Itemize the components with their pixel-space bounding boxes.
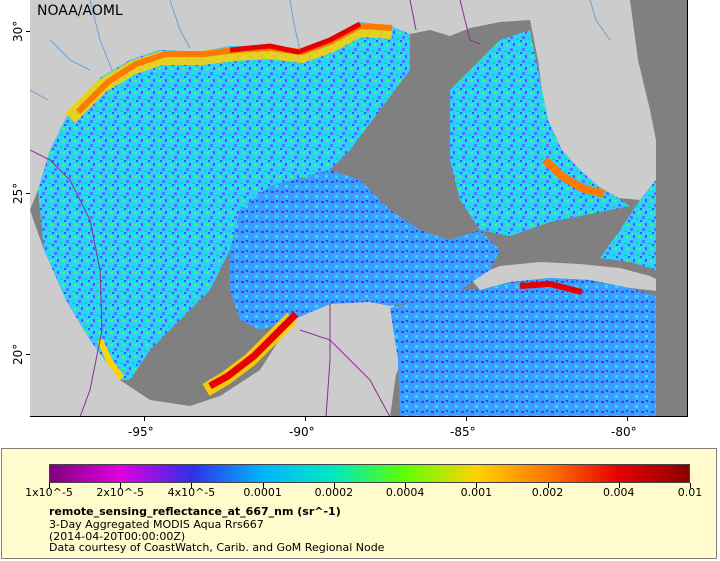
colorbar-tick-mark <box>333 483 335 488</box>
colorbar-tick-mark <box>262 483 264 488</box>
legend-panel: remote_sensing_reflectance_at_667_nm (sr… <box>1 448 717 559</box>
x-tick-label: -95° <box>128 425 154 439</box>
x-tick-label: -80° <box>611 425 637 439</box>
colorbar-tick-label: 1x10^-5 <box>25 486 73 499</box>
colorbar-tick-mark <box>547 483 549 488</box>
colorbar-tick-mark <box>49 483 50 488</box>
coastal-band-west-mexico <box>97 338 125 380</box>
coastal-band-florida <box>542 157 606 198</box>
land-cuba <box>470 262 670 292</box>
colorbar-tick-label: 0.01 <box>677 486 703 499</box>
colorbar-tick-mark <box>618 483 620 488</box>
x-tick-mark <box>466 417 467 421</box>
y-tick-mark <box>26 193 30 194</box>
colorbar-tick-mark <box>690 483 691 488</box>
x-tick-mark <box>305 417 306 421</box>
legend-variable: remote_sensing_reflectance_at_667_nm (sr… <box>49 505 341 518</box>
map-frame[interactable]: NOAA/AOML <box>30 0 688 417</box>
x-tick-label: -85° <box>450 425 476 439</box>
map-image <box>30 0 687 416</box>
y-tick-label: 20° <box>11 343 25 365</box>
legend-time: (2014-04-20T00:00:00Z) <box>49 530 186 543</box>
rivers <box>30 0 611 101</box>
y-tick-mark <box>26 31 30 32</box>
map-credit-label: NOAA/AOML <box>37 3 123 19</box>
colorbar-tick-label: 0.0001 <box>243 486 282 499</box>
colorbar-tick-label: 0.0002 <box>314 486 354 499</box>
colorbar-tick-label: 4x10^-5 <box>167 486 216 499</box>
coastal-band-mexico-inner <box>208 311 299 390</box>
colorbar-tick-label: 0.004 <box>603 486 635 499</box>
data-field-central <box>230 170 500 330</box>
x-tick-mark <box>627 417 628 421</box>
x-tick-label: -90° <box>289 425 315 439</box>
colorbar-tick-label: 2x10^-5 <box>96 486 145 499</box>
x-tick-mark <box>144 417 145 421</box>
data-field-caribbean <box>390 278 656 416</box>
y-tick-label: 25° <box>11 182 25 204</box>
data-field-west <box>38 22 410 380</box>
colorbar <box>49 464 690 483</box>
colorbar-tick-mark <box>120 483 122 488</box>
colorbar-tick-mark <box>476 483 478 488</box>
coastal-band-cuba <box>519 280 583 295</box>
y-tick-label: 30° <box>11 20 25 42</box>
colorbar-tick-mark <box>405 483 407 488</box>
legend-dataset: 3-Day Aggregated MODIS Aqua Rrs667 <box>49 518 264 531</box>
colorbar-tick-label: 0.002 <box>531 486 564 499</box>
colorbar-tick-label: 0.001 <box>460 486 493 499</box>
colorbar-tick-mark <box>191 483 193 488</box>
colorbar-tick-label: 0.0004 <box>385 486 425 499</box>
data-field-east <box>450 30 630 236</box>
data-field-atlantic <box>600 180 656 270</box>
political-borders <box>30 0 481 416</box>
land-usa <box>30 0 578 210</box>
y-tick-mark <box>26 354 30 355</box>
legend-source: Data courtesy of CoastWatch, Carib. and … <box>49 541 385 554</box>
coastal-band-louisiana <box>229 21 362 55</box>
land-yucatan <box>292 296 402 416</box>
